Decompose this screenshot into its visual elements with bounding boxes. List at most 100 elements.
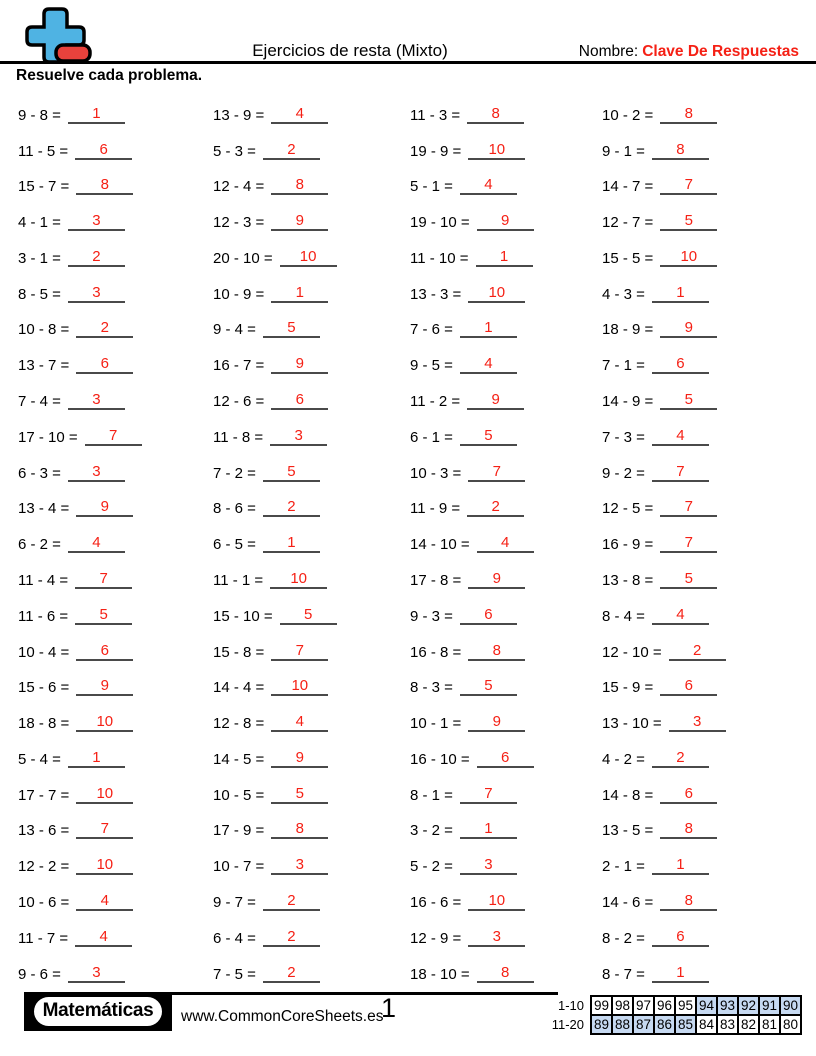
problem-row: 12 - 8 = 4 [213,703,407,739]
problem-expression: 17 - 8 = [410,571,462,589]
score-cell: 86 [653,1014,676,1035]
worksheet-title: Ejercicios de resta (Mixto) [252,41,448,60]
problem-expression: 3 - 2 = [410,822,453,840]
subject-badge: Matemáticas [24,992,172,1031]
score-cell: 89 [590,1014,613,1035]
answer-value: 9 [492,569,501,587]
answer-blank: 5 [459,427,517,446]
answer-value: 3 [492,927,501,945]
problem-expression: 9 - 1 = [602,142,645,160]
answer-blank: 5 [660,391,718,411]
answer-blank: 2 [67,248,125,267]
answer-value: 1 [295,283,304,301]
problem-expression: 12 - 4 = [213,178,265,196]
answer-value: 6 [676,355,685,373]
problem-row: 16 - 6 = 10 [410,882,604,918]
answer-blank: 3 [67,283,125,303]
answer-value: 4 [500,534,510,552]
problem-expression: 7 - 5 = [213,965,256,983]
problem-row: 10 - 6 = 4 [18,882,212,918]
subject-badge-label: Matemáticas [33,997,163,1026]
problem-row: 9 - 8 = 1 [18,95,212,131]
answer-blank: 3 [459,856,517,876]
answer-value: 10 [299,247,317,265]
problem-row: 14 - 10 = 4 [410,524,604,560]
problem-row: 12 - 7 = 5 [602,202,796,238]
answer-value: 8 [295,176,304,194]
problem-row: 6 - 4 = 2 [213,918,407,954]
problem-expression: 10 - 9 = [213,285,265,303]
score-cell: 90 [779,995,802,1016]
answer-value: 2 [287,891,296,909]
problem-row: 8 - 6 = 2 [213,489,407,525]
problem-expression: 12 - 7 = [602,214,654,232]
answer-blank: 9 [271,749,329,768]
problem-expression: 14 - 9 = [602,393,654,411]
answer-value: 1 [92,104,101,122]
problem-row: 15 - 10 = 5 [213,596,407,632]
problems-column-3: 11 - 3 = 8 19 - 9 = 10 5 - 1 = 4 19 - 10 = 9 11 … [410,95,604,990]
problem-row: 5 - 4 = 1 [18,739,212,775]
problem-row: 9 - 2 = 7 [602,453,796,489]
answer-value: 6 [295,391,304,409]
problem-row: 18 - 9 = 9 [602,310,796,346]
answer-value: 5 [287,319,296,337]
problem-expression: 15 - 10 = [213,607,273,625]
problem-expression: 13 - 6 = [18,822,70,840]
answer-blank: 6 [459,606,517,625]
problem-row: 13 - 3 = 10 [410,274,604,310]
problem-expression: 18 - 8 = [18,715,70,733]
problem-expression: 9 - 4 = [213,321,256,339]
answer-value: 10 [96,856,114,874]
problem-row: 17 - 7 = 10 [18,775,212,811]
problem-row: 13 - 8 = 5 [602,560,796,596]
problem-row: 4 - 3 = 1 [602,274,796,310]
problem-row: 9 - 1 = 8 [602,131,796,167]
answer-blank: 9 [468,713,526,733]
answer-blank: 6 [271,391,329,411]
answer-value: 4 [92,534,101,552]
answer-blank: 5 [660,570,718,589]
answer-value: 10 [291,677,309,695]
problem-expression: 9 - 3 = [410,607,453,625]
problem-expression: 9 - 6 = [18,965,61,983]
problem-row: 10 - 9 = 1 [213,274,407,310]
answer-blank: 6 [76,642,134,661]
problem-row: 7 - 5 = 2 [213,954,407,990]
problem-expression: 8 - 6 = [213,500,256,518]
answer-value: 4 [99,927,108,945]
problem-expression: 11 - 3 = [410,106,461,124]
answer-value: 4 [676,605,685,623]
answer-value: 7 [484,784,493,802]
problem-row: 17 - 9 = 8 [213,811,407,847]
score-cell: 93 [716,995,739,1016]
problem-row: 8 - 3 = 5 [410,668,604,704]
answer-blank: 3 [67,391,125,411]
answer-blank: 9 [76,498,134,518]
problem-expression: 9 - 5 = [410,357,453,375]
problem-row: 8 - 1 = 7 [410,775,604,811]
answer-blank: 9 [76,677,134,697]
answer-value: 8 [100,176,109,194]
score-cell: 96 [653,995,676,1016]
problem-row: 6 - 1 = 5 [410,417,604,453]
answer-value: 7 [492,462,501,480]
problem-expression: 7 - 1 = [602,357,645,375]
answer-blank: 10 [270,570,328,589]
answer-value: 8 [684,820,693,838]
answer-value: 3 [92,283,101,301]
problem-expression: 5 - 3 = [213,142,256,160]
score-cell: 88 [611,1014,634,1035]
problem-expression: 15 - 9 = [602,679,654,697]
header-rule [0,61,816,64]
answer-value: 5 [684,212,693,230]
answer-blank: 9 [660,319,718,339]
answer-blank: 10 [76,713,134,733]
answer-blank: 2 [651,749,709,768]
answer-blank: 8 [76,176,134,196]
score-cell: 99 [590,995,613,1016]
problem-row: 16 - 8 = 8 [410,632,604,668]
answer-value: 1 [287,534,296,552]
problem-row: 13 - 5 = 8 [602,811,796,847]
problem-row: 15 - 5 = 10 [602,238,796,274]
